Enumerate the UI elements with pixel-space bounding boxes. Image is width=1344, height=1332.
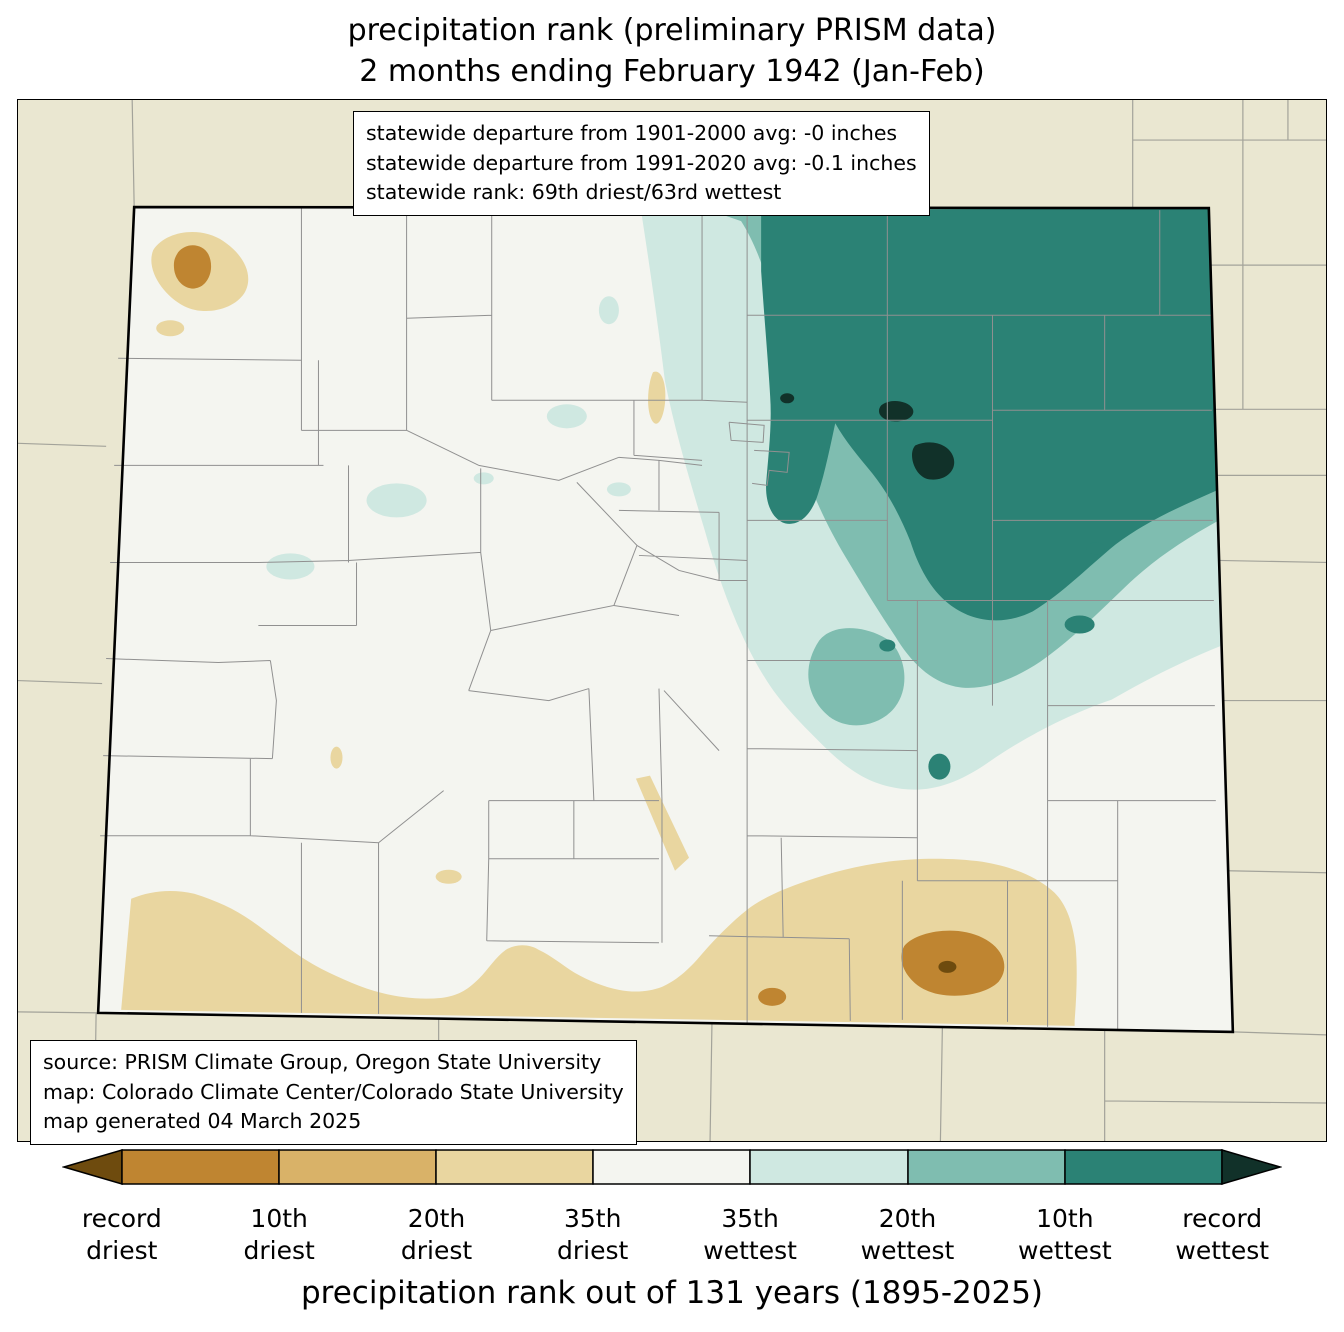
stats-line-1: statewide departure from 1901-2000 avg: … xyxy=(366,121,898,145)
patch-record-wettest xyxy=(780,393,795,404)
colorado-precip-map xyxy=(18,100,1326,1141)
colorbar-label-20th-wettest: 20th wettest xyxy=(860,1204,955,1265)
colorbar xyxy=(61,1147,1283,1187)
region-wettest-10 xyxy=(761,208,1217,621)
colorbar-caption: precipitation rank out of 131 years (189… xyxy=(300,1275,1044,1311)
lobe-wettest-20 xyxy=(808,628,905,726)
colorbar-svg xyxy=(61,1148,1283,1186)
patch-wettest-35 xyxy=(366,483,427,518)
title-line-2: 2 months ending February 1942 (Jan-Feb) xyxy=(359,54,985,90)
colorbar-labels: record driest 10th driest 20th driest 35th d… xyxy=(62,1203,1282,1275)
patch-wettest-35 xyxy=(266,553,315,580)
source-attribution-box: source: PRISM Climate Group, Oregon Stat… xyxy=(30,1040,637,1145)
source-line-1: source: PRISM Climate Group, Oregon Stat… xyxy=(43,1050,602,1074)
patch-wettest-10 xyxy=(928,753,951,780)
colorbar-label-record-driest: record driest xyxy=(81,1204,162,1265)
patch-driest-35 xyxy=(156,320,185,337)
patch-wettest-35 xyxy=(606,482,631,497)
colorbar-seg-driest-35 xyxy=(435,1149,594,1185)
colorbar-seg-wettest-35 xyxy=(749,1149,909,1185)
statewide-stats-box: statewide departure from 1901-2000 avg: … xyxy=(353,111,930,216)
colorbar-label-35th-wettest: 35th wettest xyxy=(703,1204,797,1265)
colorbar-label-10th-wettest: 10th wettest xyxy=(1018,1204,1112,1265)
map-title: precipitation rank (preliminary PRISM da… xyxy=(0,10,1344,93)
patch-wettest-10 xyxy=(1086,542,1105,555)
colorbar-label-20th-driest: 20th driest xyxy=(400,1204,473,1265)
patch-record-driest xyxy=(938,960,957,973)
patch-wettest-10 xyxy=(1064,615,1095,634)
colorbar-arrow-record-wettest xyxy=(1221,1148,1283,1186)
colorbar-seg-wettest-20 xyxy=(907,1149,1066,1185)
colorbar-seg-driest-20 xyxy=(278,1149,437,1185)
colorbar-seg-near-normal xyxy=(592,1149,751,1185)
colorbar-label-35th-driest: 35th driest xyxy=(557,1204,629,1265)
sliver-driest-35 xyxy=(648,371,666,424)
colorbar-label-record-wettest: record wettest xyxy=(1175,1204,1270,1265)
patch-driest-10 xyxy=(758,987,787,1006)
region-driest-10-northwest xyxy=(173,245,212,289)
county-boundaries xyxy=(100,207,1216,1029)
patch-near-normal-hole xyxy=(734,717,795,752)
map-panel xyxy=(17,99,1327,1142)
patch-wettest-35 xyxy=(473,472,494,485)
colorbar-arrow-record-driest xyxy=(61,1148,123,1186)
colorbar-seg-driest-10 xyxy=(121,1149,280,1185)
patch-wettest-35 xyxy=(598,296,619,325)
patch-driest-35 xyxy=(330,746,343,769)
stats-line-3: statewide rank: 69th driest/63rd wettest xyxy=(366,180,782,205)
patch-wettest-10 xyxy=(879,639,896,652)
stats-line-2: statewide departure from 1991-2020 avg: … xyxy=(366,150,917,175)
colorbar-seg-wettest-10 xyxy=(1064,1149,1223,1185)
source-line-3: map generated 04 March 2025 xyxy=(43,1109,362,1134)
colorbar-label-10th-driest: 10th driest xyxy=(243,1204,315,1265)
title-line-1: precipitation rank (preliminary PRISM da… xyxy=(347,13,997,48)
patch-wettest-35 xyxy=(546,404,587,429)
patch-driest-35 xyxy=(435,869,462,884)
region-driest-35-south xyxy=(121,858,1077,1026)
source-line-2: map: Colorado Climate Center/Colorado St… xyxy=(43,1079,624,1104)
